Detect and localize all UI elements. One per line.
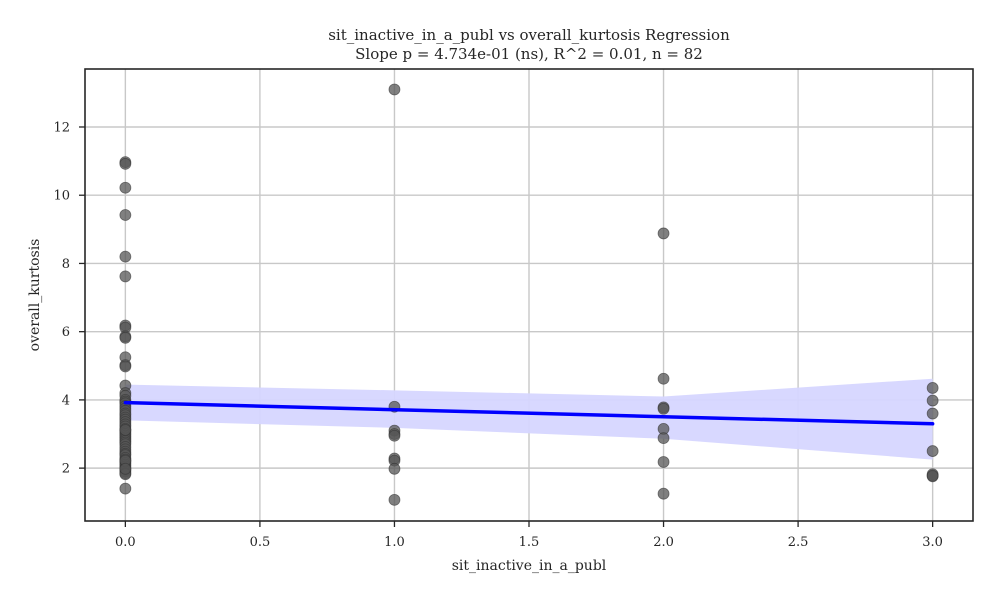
- data-point: [119, 331, 132, 344]
- chart-title: sit_inactive_in_a_publ vs overall_kurtos…: [328, 26, 730, 44]
- grid-lines: [85, 69, 973, 521]
- data-point: [926, 382, 939, 394]
- x-tick-label: 1.5: [519, 535, 540, 550]
- data-point: [657, 487, 670, 500]
- data-point: [119, 424, 132, 436]
- x-tick-label: 1.0: [384, 535, 405, 550]
- data-point: [926, 445, 939, 457]
- regression-line: [123, 400, 935, 426]
- y-tick-label: 8: [62, 257, 70, 272]
- data-point: [119, 209, 132, 221]
- data-point: [926, 394, 939, 407]
- scatter-points: [119, 83, 939, 506]
- y-tick-label: 10: [53, 189, 70, 204]
- data-point: [657, 456, 670, 468]
- y-tick-label: 6: [62, 325, 70, 340]
- regression-line-layer: [123, 400, 935, 426]
- y-tick-label: 4: [62, 393, 70, 408]
- x-tick-label: 2.0: [653, 535, 674, 550]
- y-tick-label: 2: [62, 462, 70, 477]
- data-point: [657, 402, 670, 415]
- confidence-band: [125, 378, 933, 460]
- x-tick-label: 0.0: [115, 535, 136, 550]
- x-tick-label: 3.0: [922, 535, 943, 550]
- data-point: [119, 462, 132, 475]
- data-point: [388, 493, 401, 506]
- data-point: [926, 407, 939, 420]
- data-point: [926, 469, 939, 482]
- data-point: [657, 372, 670, 385]
- chart-subtitle: Slope p = 4.734e-01 (ns), R^2 = 0.01, n …: [355, 45, 703, 63]
- data-point: [119, 270, 132, 283]
- data-point: [119, 181, 132, 194]
- data-point: [388, 462, 401, 475]
- data-point: [119, 250, 132, 263]
- confidence-band-layer: [125, 378, 933, 460]
- x-tick-label: 2.5: [788, 535, 809, 550]
- y-axis-label: overall_kurtosis: [27, 239, 43, 352]
- x-tick-label: 0.5: [250, 535, 271, 550]
- axis-ticks: 0.0 0.5 1.0 1.5 2.0 2.5 3.0 2 4 6 8 10 12: [53, 120, 943, 550]
- data-point: [388, 429, 401, 442]
- data-point: [119, 360, 132, 373]
- data-point: [119, 482, 132, 495]
- data-point: [657, 227, 670, 240]
- y-tick-label: 12: [53, 120, 70, 135]
- data-point: [388, 83, 401, 96]
- data-point: [119, 157, 132, 170]
- data-point: [657, 432, 670, 445]
- x-axis-label: sit_inactive_in_a_publ: [452, 558, 607, 574]
